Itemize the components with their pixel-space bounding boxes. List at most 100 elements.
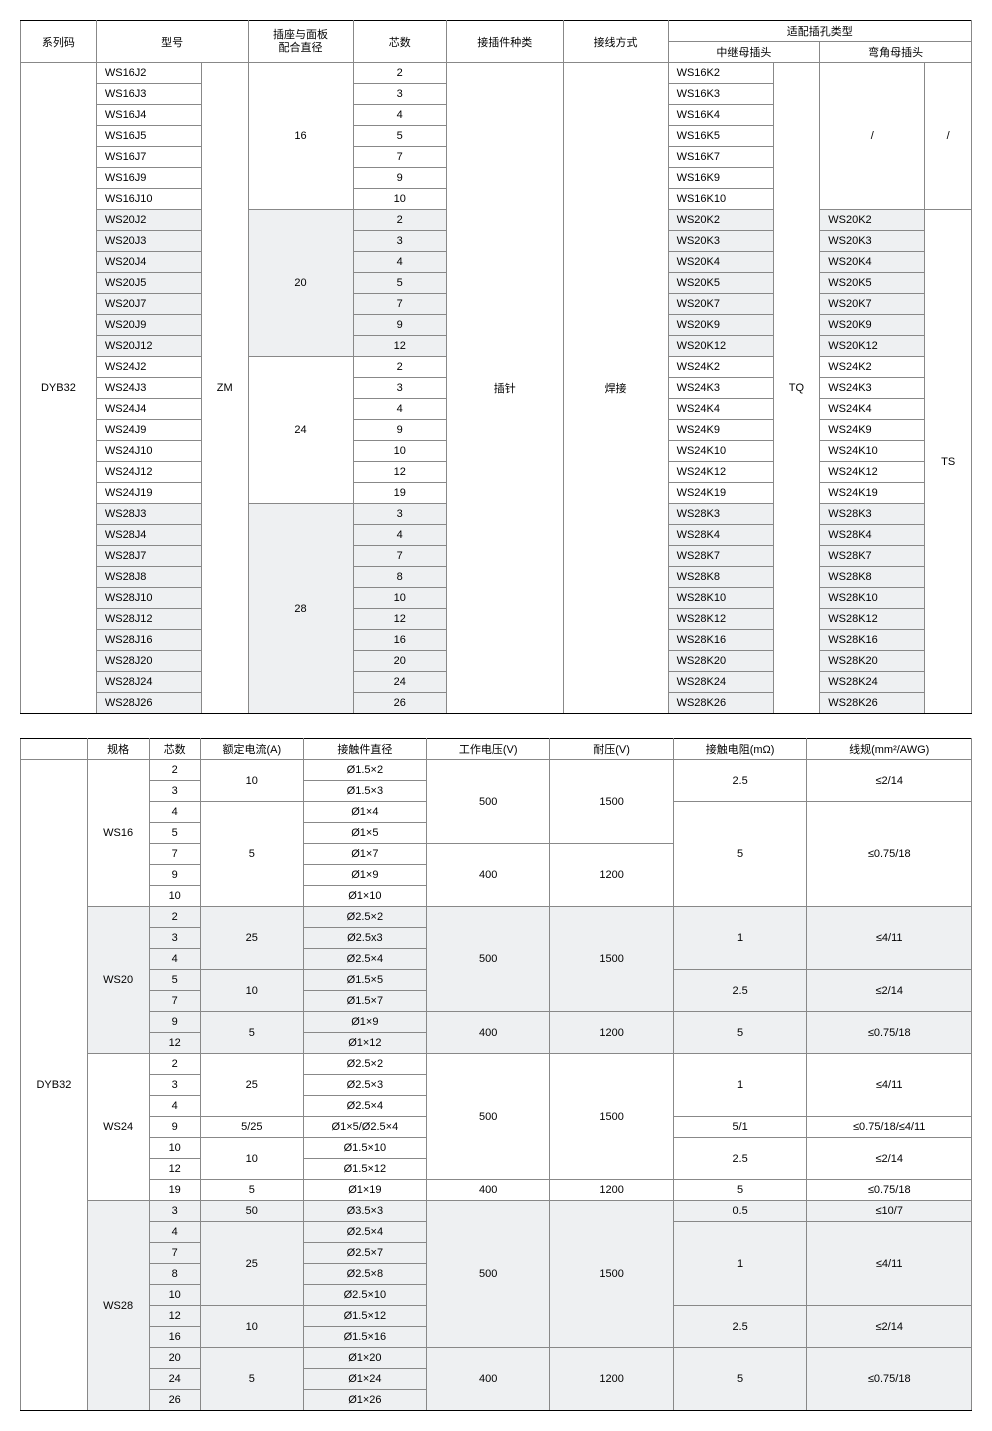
- relay-cell: WS28K4: [668, 525, 773, 546]
- bent-cell: WS28K7: [820, 546, 925, 567]
- model-cell: WS28J16: [96, 630, 201, 651]
- core2-cell: 2: [149, 760, 200, 781]
- resistance-cell: 0.5: [673, 1201, 807, 1222]
- core-cell: 4: [353, 105, 446, 126]
- core2-cell: 5: [149, 823, 200, 844]
- bent-cell: WS28K20: [820, 651, 925, 672]
- core-cell: 26: [353, 693, 446, 714]
- relay-cell: WS20K9: [668, 315, 773, 336]
- resistance-cell: 2.5: [673, 1306, 807, 1348]
- model-cell: WS28J10: [96, 588, 201, 609]
- core2-cell: 20: [149, 1348, 200, 1369]
- contact-d-cell: Ø1×5: [303, 823, 426, 844]
- contact-d-cell: Ø1×10: [303, 886, 426, 907]
- resistance-cell: 5/1: [673, 1117, 807, 1138]
- contact-d-cell: Ø1×5/Ø2.5×4: [303, 1117, 426, 1138]
- gauge-cell: ≤0.75/18: [807, 1180, 972, 1201]
- bent-cell: WS28K3: [820, 504, 925, 525]
- test-v-cell: 1500: [550, 1201, 673, 1348]
- hdr2-current: 额定电流(A): [200, 739, 303, 760]
- bent-cell: WS24K3: [820, 378, 925, 399]
- core-cell: 20: [353, 651, 446, 672]
- hdr2-work-v: 工作电压(V): [427, 739, 550, 760]
- slash-cell: /: [925, 63, 972, 210]
- core-cell: 2: [353, 210, 446, 231]
- gauge-cell: ≤4/11: [807, 1054, 972, 1117]
- bent-cell: WS20K4: [820, 252, 925, 273]
- contact-d-cell: Ø2.5×3: [303, 1075, 426, 1096]
- bent-cell: WS28K16: [820, 630, 925, 651]
- core2-cell: 8: [149, 1264, 200, 1285]
- work-v-cell: 400: [427, 1348, 550, 1411]
- contact-d-cell: Ø1×4: [303, 802, 426, 823]
- current-cell: 25: [200, 907, 303, 970]
- bent-cell: WS28K12: [820, 609, 925, 630]
- bent-cell: WS28K24: [820, 672, 925, 693]
- model-cell: WS28J3: [96, 504, 201, 525]
- model-cell: WS16J4: [96, 105, 201, 126]
- core-cell: 10: [353, 441, 446, 462]
- model-cell: WS16J9: [96, 168, 201, 189]
- core2-cell: 10: [149, 1138, 200, 1159]
- contact-d-cell: Ø2.5×2: [303, 1054, 426, 1075]
- contact-d-cell: Ø1.5×7: [303, 991, 426, 1012]
- contact-d-cell: Ø2.5×7: [303, 1243, 426, 1264]
- model-cell: WS24J10: [96, 441, 201, 462]
- relay-cell: WS16K7: [668, 147, 773, 168]
- model-cell: WS16J3: [96, 84, 201, 105]
- contact-d-cell: Ø2.5×8: [303, 1264, 426, 1285]
- pin-cell: 插针: [446, 63, 563, 714]
- model-cell: WS28J12: [96, 609, 201, 630]
- core2-cell: 9: [149, 865, 200, 886]
- hdr-relay: 中继母插头: [668, 42, 820, 63]
- model-cell: WS24J12: [96, 462, 201, 483]
- relay-cell: WS28K20: [668, 651, 773, 672]
- resistance-cell: 2.5: [673, 970, 807, 1012]
- hdr2-contact-d: 接触件直径: [303, 739, 426, 760]
- core2-cell: 9: [149, 1117, 200, 1138]
- test-v-cell: 1200: [550, 1348, 673, 1411]
- core-cell: 8: [353, 567, 446, 588]
- model-cell: WS28J20: [96, 651, 201, 672]
- core-cell: 4: [353, 399, 446, 420]
- resistance-cell: 1: [673, 1054, 807, 1117]
- contact-d-cell: Ø1×9: [303, 865, 426, 886]
- relay-cell: WS16K2: [668, 63, 773, 84]
- resistance-cell: 2.5: [673, 760, 807, 802]
- gauge-cell: ≤4/11: [807, 1222, 972, 1306]
- core2-cell: 10: [149, 886, 200, 907]
- hdr-model: 型号: [96, 21, 248, 63]
- contact-d-cell: Ø1×20: [303, 1348, 426, 1369]
- bent-cell: WS24K19: [820, 483, 925, 504]
- gauge-cell: ≤10/7: [807, 1201, 972, 1222]
- work-v-cell: 500: [427, 1054, 550, 1180]
- spec-cell: WS24: [87, 1054, 149, 1201]
- gauge-cell: ≤0.75/18: [807, 1012, 972, 1054]
- core2-cell: 3: [149, 1075, 200, 1096]
- hdr-socket-type: 适配插孔类型: [668, 21, 971, 42]
- diameter-cell: 28: [248, 504, 353, 714]
- contact-d-cell: Ø2.5×4: [303, 949, 426, 970]
- series2-cell: DYB32: [21, 760, 88, 1411]
- current-cell: 50: [200, 1201, 303, 1222]
- current-cell: 5: [200, 1348, 303, 1411]
- model-cell: WS24J19: [96, 483, 201, 504]
- core2-cell: 9: [149, 1012, 200, 1033]
- current-cell: 10: [200, 970, 303, 1012]
- relay-cell: WS24K9: [668, 420, 773, 441]
- core-cell: 16: [353, 630, 446, 651]
- relay-cell: WS28K24: [668, 672, 773, 693]
- contact-d-cell: Ø1.5×2: [303, 760, 426, 781]
- relay-cell: WS20K3: [668, 231, 773, 252]
- test-v-cell: 1200: [550, 1012, 673, 1054]
- model-cell: WS20J12: [96, 336, 201, 357]
- zm-cell: ZM: [201, 63, 248, 714]
- contact-d-cell: Ø2.5×4: [303, 1222, 426, 1243]
- core2-cell: 4: [149, 802, 200, 823]
- relay-cell: WS20K12: [668, 336, 773, 357]
- core2-cell: 3: [149, 1201, 200, 1222]
- core-cell: 24: [353, 672, 446, 693]
- spec-cell: WS28: [87, 1201, 149, 1411]
- core-cell: 9: [353, 315, 446, 336]
- contact-d-cell: Ø1.5×12: [303, 1306, 426, 1327]
